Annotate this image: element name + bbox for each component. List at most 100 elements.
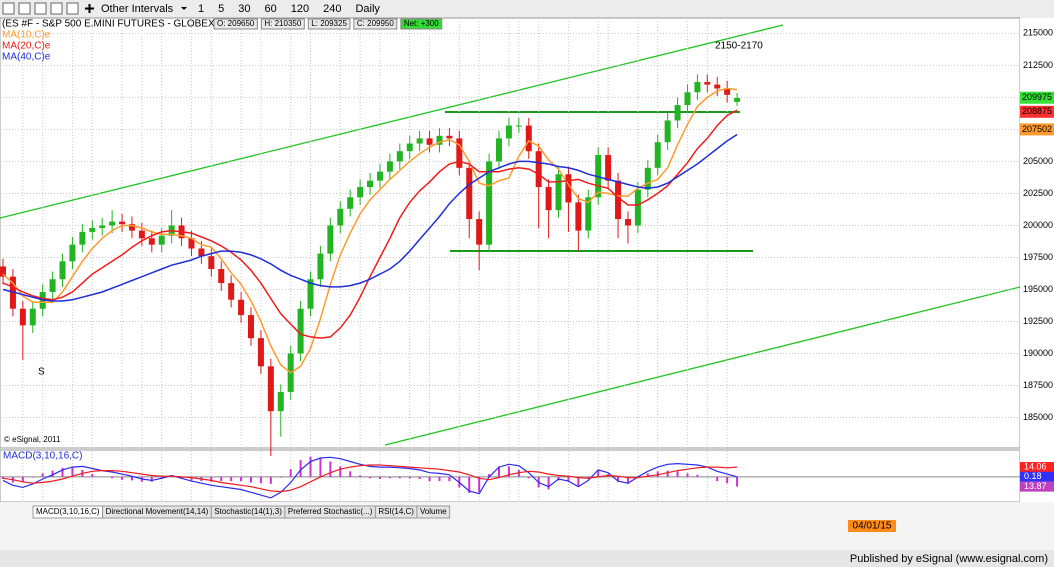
macd-line [2,464,738,493]
trend-line [384,286,1021,446]
candle-body [406,143,413,152]
candle-body [347,197,354,209]
candle-body [367,180,374,188]
price-tag-label: 209975 [1022,92,1052,102]
candle-body [545,187,552,211]
interval-button[interactable]: 240 [323,3,341,15]
candle-body [456,138,463,168]
trend-line [0,24,784,219]
y-tick-label: 215000 [1023,28,1053,38]
candle-body [89,228,96,232]
candle-body [128,224,135,231]
candle-body [674,105,681,121]
y-tick-label: 192500 [1023,316,1053,326]
interval-button[interactable]: 1 [198,3,204,15]
quote-text: O: 209650 [217,19,255,28]
ma-line [2,133,738,302]
candle-body [59,261,66,280]
annotation: 2150-2170 [715,41,763,52]
interval-button[interactable]: 5 [218,3,224,15]
interval-button[interactable]: 60 [265,3,277,15]
candle-body [694,82,701,93]
candle-body [684,92,691,106]
candle-body [238,299,245,316]
macd-title: MACD(3,10,16,C) [3,451,82,462]
candle-body [575,202,582,231]
candle-body [624,219,631,226]
candle-body [188,238,195,249]
candle-body [585,197,592,231]
candle-body [605,155,612,181]
tab-label[interactable]: Volume [420,507,447,516]
candle-body [734,98,741,102]
price-tag [1020,123,1054,136]
interval-button[interactable]: 30 [238,3,250,15]
candle-body [0,266,6,277]
candle-body [505,125,512,139]
candle-body [79,231,86,245]
interval-buttons: 1 5 30 60 120 240 Daily [198,3,380,15]
candle-body [634,189,641,226]
tab-label[interactable]: RSI(14,C) [378,507,414,516]
tab-label[interactable]: Stochastic(14(1),3) [214,507,282,516]
interval-button[interactable]: Daily [355,3,380,15]
candle-body [99,225,106,229]
candle-body [396,151,403,162]
candle-body [615,180,622,220]
candle-body [525,125,532,152]
macd-tag-label: 14.06 [1024,461,1047,471]
cursor-date: 04/01/15 [853,521,892,532]
price-tag-label: 208875 [1022,106,1052,116]
candle-body [416,138,423,144]
candle-body [198,248,205,257]
tab-label[interactable]: Preferred Stochastic(...) [288,507,373,516]
legend-entry: MA(20,C)e [2,41,51,52]
price-panel [0,17,1021,449]
candle-body [644,167,651,190]
candle-body [436,135,443,145]
chart-title: (ES #F - S&P 500 E.MINI FUTURES - GLOBEX… [2,19,228,30]
y-tick-label: 212500 [1023,60,1053,70]
interval-button[interactable]: 120 [291,3,309,15]
quote-box [353,18,398,30]
price-tag [1020,91,1054,104]
quote-text: H: 210350 [264,19,301,28]
candle-body [138,230,145,239]
candle-body [49,279,56,293]
tab[interactable] [416,505,451,519]
macd-line [2,456,738,499]
candle-body [724,88,731,95]
candle-body [218,268,225,284]
candle-body [337,208,344,226]
tab-label[interactable]: Directional Movement(14,14) [106,507,209,516]
footer [0,550,1054,567]
y-tick-label: 205000 [1023,156,1053,166]
candle-body [69,244,76,262]
candle-body [327,225,334,254]
macd-tag [1020,481,1054,492]
candle-body [119,221,126,225]
toolbar [0,0,1054,18]
tab-label[interactable]: MACD(3,10,16,C) [36,507,100,516]
quote-boxes: O: 209650 H: 210350 L: 209325 C: 209950 Net:… [213,18,443,30]
y-tick-label: 197500 [1023,252,1053,262]
candle-body [654,142,661,168]
quote-box [307,18,351,30]
annotation: S [38,367,45,378]
intervals-menu[interactable]: Other Intervals [101,3,174,15]
macd-tag-label: 13.87 [1024,481,1047,491]
candle-body [228,283,235,300]
candle-body [297,308,304,354]
candle-body [277,391,284,412]
candle-body [426,138,433,145]
macd-tag [1020,471,1054,482]
candle-body [248,315,254,339]
candle-body [446,135,453,139]
candle-body [307,279,314,309]
indicator-tabs: MACD(3,10,16,C) Directional Movement(14,1… [32,505,451,519]
macd-tag-label: 0.18 [1024,471,1042,481]
candle-body [515,125,522,127]
y-tick-label: 200000 [1023,220,1053,230]
candle-body [535,151,542,188]
